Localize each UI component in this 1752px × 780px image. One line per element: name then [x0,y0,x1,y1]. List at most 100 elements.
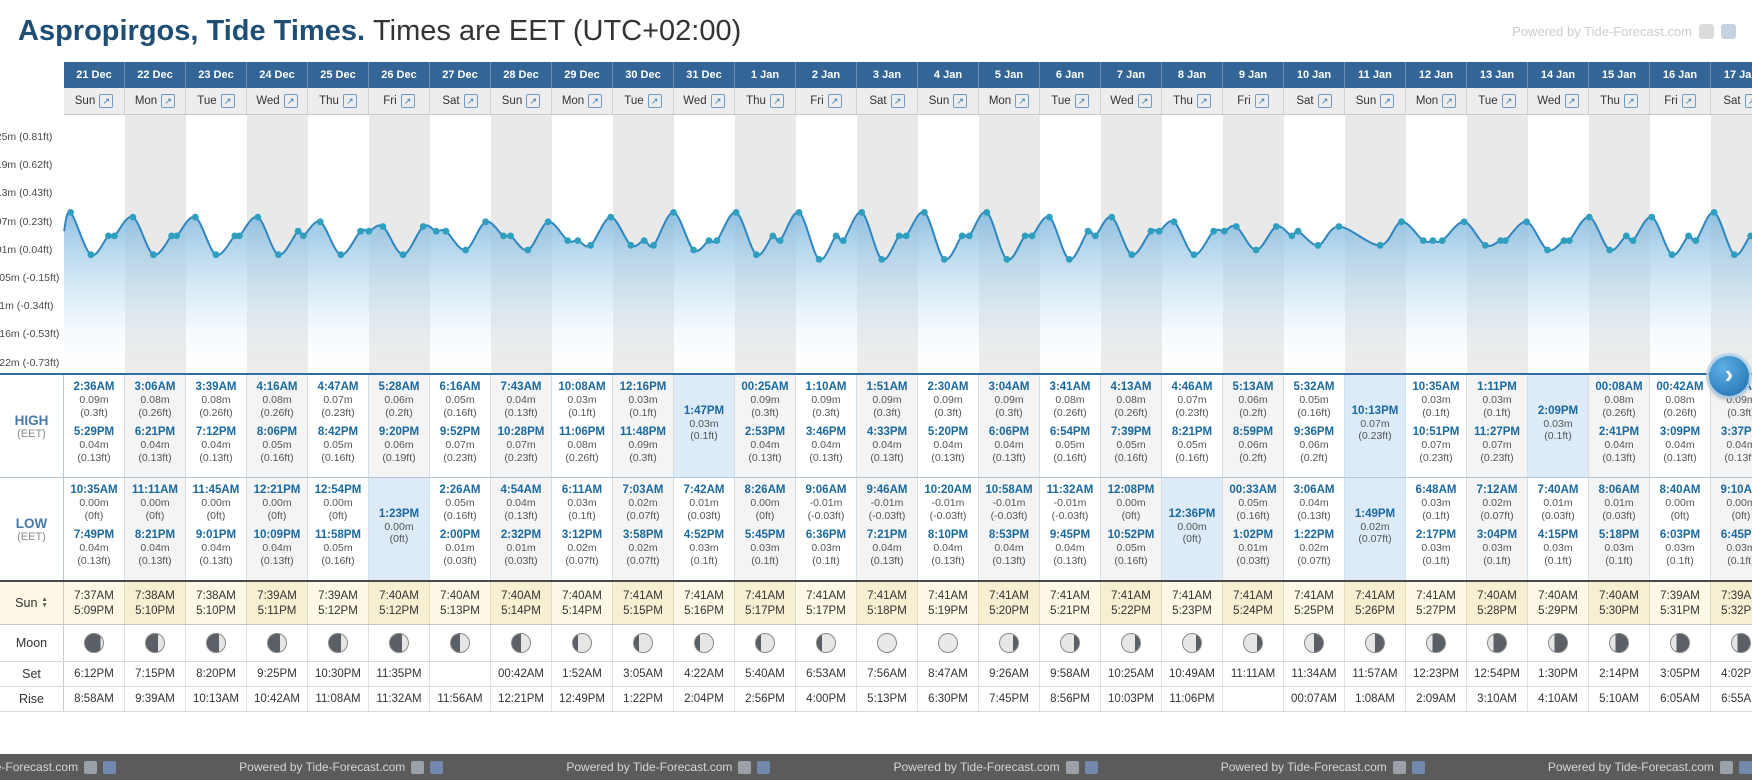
external-link-icon[interactable]: ↗ [1681,94,1696,108]
tide-time: 10:09PM [253,529,301,541]
footer-badge-icon[interactable] [757,760,771,774]
date-cell: 5 Jan [979,62,1040,88]
sunrise-time: 7:38AM [135,589,175,602]
day-link-cell[interactable]: Fri ↗ [796,88,857,114]
external-link-icon[interactable]: ↗ [1254,94,1269,108]
expand-arrows-icon[interactable]: ▲ ▼ [41,596,47,610]
day-link-cell[interactable]: Sat ↗ [857,88,918,114]
tide-entry: 3:06AM 0.04m (0.13ft) [1294,483,1335,522]
footer-badge-icon[interactable] [1065,760,1079,774]
external-link-icon[interactable]: ↗ [1744,94,1752,108]
tide-time: 5:32AM [1293,381,1335,393]
external-link-icon[interactable]: ↗ [99,94,114,108]
external-link-icon[interactable]: ↗ [1442,94,1457,108]
moon-phase-icon [633,633,653,653]
day-link-cell[interactable]: Tue ↗ [1467,88,1528,114]
sunset-time: 5:14PM [562,604,602,617]
footer-badge-icon[interactable] [1084,760,1098,774]
external-link-icon[interactable]: ↗ [1501,94,1516,108]
moon-phase-icon [328,633,348,653]
tide-entry: 2:36AM 0.09m (0.3ft) [74,380,115,419]
day-link-cell[interactable]: Fri ↗ [369,88,430,114]
external-link-icon[interactable]: ↗ [220,94,235,108]
external-link-icon[interactable]: ↗ [827,94,842,108]
day-link-cell[interactable]: Sun ↗ [918,88,979,114]
tide-entry: 6:48AM 0.03m (0.1ft) [1416,483,1457,522]
footer-badge-icon[interactable] [738,760,752,774]
external-link-icon[interactable]: ↗ [526,94,541,108]
external-link-icon[interactable]: ↗ [1623,94,1638,108]
day-link-cell[interactable]: Sat ↗ [1284,88,1345,114]
tide-entry: 10:08AM 0.03m (0.1ft) [558,380,605,419]
tide-entry: 3:37PM0.04m(0.13ft) [1721,425,1752,464]
tide-entry: 12:21PM 0.00m (0ft) [254,483,301,522]
day-link-cell[interactable]: Sun ↗ [1345,88,1406,114]
watermark-badge-icon[interactable] [1699,24,1714,39]
footer-badge-icon[interactable] [1738,760,1752,774]
day-link-cell[interactable]: Wed ↗ [247,88,308,114]
day-link-cell[interactable]: Fri ↗ [1223,88,1284,114]
footer-badge-icon[interactable] [411,760,425,774]
day-link-cell[interactable]: Sat ↗ [1711,88,1752,114]
scroll-next-button[interactable]: › [1709,356,1749,396]
moon-phase-icon [206,633,226,653]
day-link-cell[interactable]: Wed ↗ [674,88,735,114]
external-link-icon[interactable]: ↗ [769,94,784,108]
day-link-cell[interactable]: Tue ↗ [186,88,247,114]
footer-badge-icon[interactable] [84,760,98,774]
footer-powered-by: Powered by Tide-Forecast.com [1548,760,1752,774]
day-link-cell[interactable]: Thu ↗ [1162,88,1223,114]
external-link-icon[interactable]: ↗ [1317,94,1332,108]
day-link-cell[interactable]: Thu ↗ [1589,88,1650,114]
external-link-icon[interactable]: ↗ [283,94,298,108]
sunset-time: 5:10PM [135,604,175,617]
day-link-cell[interactable]: Mon ↗ [552,88,613,114]
external-link-icon[interactable]: ↗ [1564,94,1579,108]
footer-badge-icon[interactable] [1719,760,1733,774]
day-link-cell[interactable]: Thu ↗ [735,88,796,114]
external-link-icon[interactable]: ↗ [342,94,357,108]
sunset-time: 5:17PM [806,604,846,617]
external-link-icon[interactable]: ↗ [400,94,415,108]
external-link-icon[interactable]: ↗ [1074,94,1089,108]
day-link-cell[interactable]: Sun ↗ [491,88,552,114]
day-link-cell[interactable]: Fri ↗ [1650,88,1711,114]
external-link-icon[interactable]: ↗ [161,94,176,108]
day-link-cell[interactable]: Sat ↗ [430,88,491,114]
external-link-icon[interactable]: ↗ [1137,94,1152,108]
tide-entry: 3:06AM 0.08m (0.26ft) [135,380,176,419]
day-link-cell[interactable]: Thu ↗ [308,88,369,114]
tide-time: 1:10AM [805,381,847,393]
external-link-icon[interactable]: ↗ [1196,94,1211,108]
day-link-cell[interactable]: Tue ↗ [613,88,674,114]
tide-entry: 6:16AM 0.05m (0.16ft) [440,380,481,419]
day-link-cell[interactable]: Tue ↗ [1040,88,1101,114]
day-link-cell[interactable]: Mon ↗ [125,88,186,114]
day-link-cell[interactable]: Wed ↗ [1101,88,1162,114]
external-link-icon[interactable]: ↗ [953,94,968,108]
external-link-icon[interactable]: ↗ [1380,94,1395,108]
external-link-icon[interactable]: ↗ [890,94,905,108]
external-link-icon[interactable]: ↗ [1015,94,1030,108]
sun-times-cell: 7:41AM 5:15PM [613,582,674,624]
sunset-time: 5:30PM [1599,604,1639,617]
day-link-cell[interactable]: Mon ↗ [979,88,1040,114]
tide-height-ft: (0.13ft) [504,406,538,419]
day-link-cell[interactable]: Sun ↗ [64,88,125,114]
day-link-cell[interactable]: Mon ↗ [1406,88,1467,114]
external-link-icon[interactable]: ↗ [588,94,603,108]
watermark-badge-icon[interactable] [1721,24,1736,39]
footer-badge-icon[interactable] [103,760,117,774]
weekday-label: Sun [74,95,96,107]
external-link-icon[interactable]: ↗ [710,94,725,108]
external-link-icon[interactable]: ↗ [463,94,478,108]
tide-entry: 6:36PM 0.03m (0.1ft) [806,528,846,567]
external-link-icon[interactable]: ↗ [647,94,662,108]
footer-badge-icon[interactable] [1392,760,1406,774]
tide-entry: 1:02PM 0.01m (0.03ft) [1233,528,1273,567]
tide-height-ft: (0.13ft) [809,451,843,464]
day-link-cell[interactable]: Wed ↗ [1528,88,1589,114]
footer-badge-icon[interactable] [430,760,444,774]
footer-badge-icon[interactable] [1411,760,1425,774]
